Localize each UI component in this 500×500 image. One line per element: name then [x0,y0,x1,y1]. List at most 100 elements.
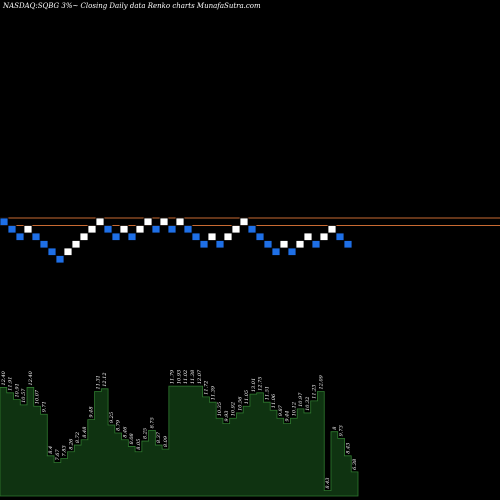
renko-brick-up [231,225,241,234]
volume-value-label: 11.39 [210,385,216,400]
volume-value-label: 8.4 [48,446,54,454]
volume-value-label: 10.97 [298,392,304,407]
volume-value-label: 7.67 [55,449,61,461]
volume-value-label: 12.09 [318,374,324,389]
volume-value-label: 11.72 [204,381,210,395]
renko-brick-up [87,225,97,234]
renko-brick-up [143,217,153,226]
renko-brick-down [255,232,265,241]
renko-brick-down [343,240,353,249]
renko-brick-down [167,225,177,234]
renko-brick-up [295,240,305,249]
volume-value-label: 8.46 [122,426,128,438]
renko-brick-up [223,232,233,241]
volume-value-label: 12.40 [28,370,34,385]
volume-value-label: 11.05 [244,390,250,404]
renko-brick-down [191,232,201,241]
renko-brick-down [31,232,41,241]
volume-value-label: 9.71 [41,401,47,412]
volume-value-label: 12.75 [258,376,264,390]
renko-brick-down [111,232,121,241]
volume-area [0,385,359,497]
renko-brick-up [207,232,217,241]
renko-brick-down [15,232,25,241]
volume-value-label: 9.93 [224,410,230,421]
volume-value-label: 9.25 [109,412,115,423]
volume-value-label: 9.73 [339,425,345,436]
renko-brick-down [127,232,137,241]
renko-brick-up [279,240,289,249]
renko-brick-down [335,232,345,241]
renko-brick-up [79,232,89,241]
volume-value-label: 10.12 [291,402,297,416]
renko-brick-up [23,225,33,234]
volume-value-label: 8.05 [136,439,142,450]
volume-value-label: 11.31 [95,375,101,389]
renko-brick-down [311,240,321,249]
volume-value-label: 8.72 [75,432,81,443]
renko-brick-down [271,247,281,256]
renko-brick-down [215,240,225,249]
renko-brick-down [7,225,17,234]
reference-lines [0,217,500,226]
volume-value-label: 9.87 [278,404,284,416]
renko-brick-down [0,217,9,226]
volume-value-label: 10.92 [231,402,237,416]
volume-value-label: 8.26 [68,438,74,450]
volume-value-label: 10.57 [21,388,27,403]
volume-value-label: 8.37 [156,431,162,443]
volume-value-label: 8.08 [129,433,135,444]
volume-value-label: 7.83 [62,445,68,456]
volume-value-label: 13.01 [251,378,257,392]
renko-brick-up [95,217,105,226]
renko-bricks [0,217,353,264]
volume-value-label: 12.12 [102,372,108,386]
volume-value-label: 11.79 [170,369,176,384]
volume-value-label: 10.56 [237,396,243,411]
volume-value-label: 8.43 [345,443,351,454]
volume-value-label: 11.38 [190,370,196,384]
volume-value-label: 8.75 [149,417,155,428]
volume-value-label: 10.07 [35,389,41,404]
volume-value-label: 12.40 [1,370,7,385]
renko-brick-up [327,225,337,234]
volume-value-label: 11.51 [264,386,270,400]
renko-brick-up [303,232,313,241]
volume-value-label: 9.44 [285,410,291,421]
volume-value-label: 8.48 [82,427,88,438]
renko-brick-down [199,240,209,249]
renko-brick-up [159,217,169,226]
volume-value-label: 8.25 [143,428,149,439]
volume-value-label: 10.91 [14,383,20,397]
renko-brick-up [135,225,145,234]
renko-brick-up [119,225,129,234]
volume-value-label: 11.06 [271,393,277,408]
renko-brick-down [47,247,57,256]
volume-value-label: 11.23 [312,385,318,399]
renko-brick-down [103,225,113,234]
volume-value-label: 10.32 [305,397,311,411]
volume-value-label: 12.07 [197,369,203,384]
volume-value-label: 11.02 [183,370,189,384]
renko-brick-down [39,240,49,249]
volume-value-label: 11.91 [8,376,14,390]
volume-value-label: 8.09 [163,435,169,447]
volume-value-label: 8.79 [116,419,122,431]
renko-brick-up [63,247,73,256]
renko-brick-up [71,240,81,249]
volume-value-label: 6.38 [352,459,358,470]
volume-value-label: 9.48 [89,406,95,417]
renko-brick-down [247,225,257,234]
renko-brick-down [151,225,161,234]
volume-value-label: 8 [332,426,338,429]
renko-brick-down [287,247,297,256]
volume-value-label: 8.43 [325,477,331,488]
renko-brick-up [319,232,329,241]
volume-value-label: 10.35 [217,402,223,416]
renko-brick-up [175,217,185,226]
renko-brick-up [239,217,249,226]
renko-brick-down [263,240,273,249]
